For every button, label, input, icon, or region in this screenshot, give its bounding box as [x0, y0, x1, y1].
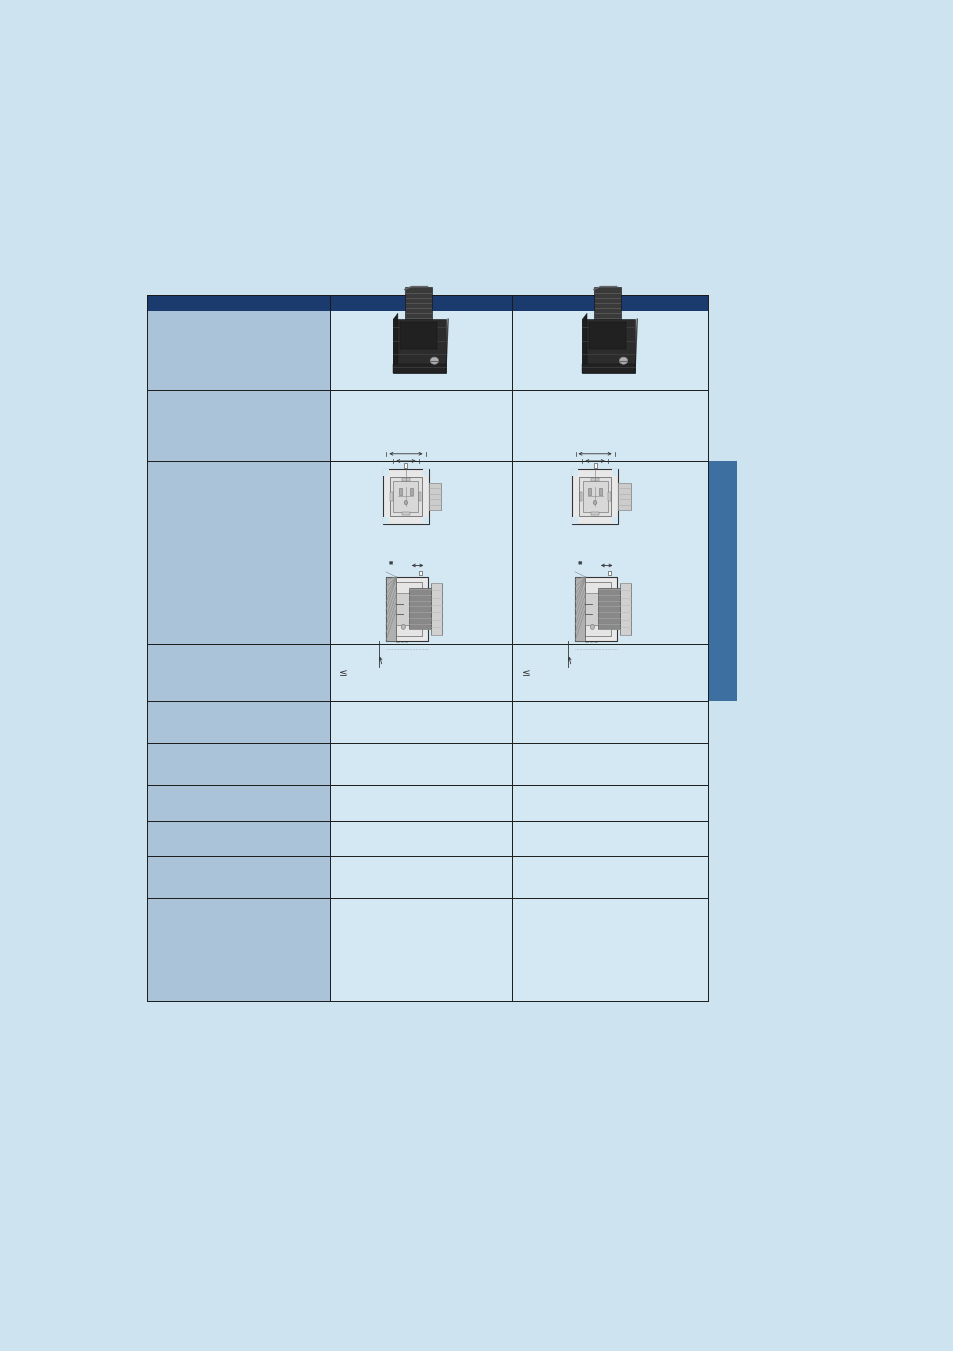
Bar [418, 571, 422, 576]
Bar [402, 512, 409, 515]
Bar [618, 482, 630, 511]
Polygon shape [393, 313, 397, 373]
Bar [147, 461, 329, 644]
Bar [612, 516, 618, 524]
Bar [409, 589, 431, 630]
Bar [598, 589, 619, 630]
Bar [383, 469, 388, 477]
Bar [418, 492, 421, 501]
Bar [707, 461, 737, 701]
Bar [147, 296, 707, 311]
Ellipse shape [401, 624, 405, 630]
Polygon shape [582, 313, 586, 373]
Bar [582, 319, 635, 373]
Bar [399, 322, 436, 349]
Bar [572, 469, 578, 477]
Text: ≤: ≤ [339, 667, 348, 678]
Bar [572, 516, 578, 524]
Bar [612, 469, 618, 477]
Bar [608, 571, 611, 576]
Bar [607, 492, 610, 501]
Bar [578, 477, 611, 516]
Bar [389, 477, 422, 516]
Bar [147, 743, 329, 785]
Bar [385, 577, 427, 640]
Bar [598, 488, 601, 494]
Bar [591, 477, 598, 481]
Bar [393, 319, 445, 373]
Bar [589, 322, 625, 349]
Bar [423, 469, 428, 477]
Bar [593, 463, 596, 467]
Bar [404, 463, 407, 467]
Bar [585, 593, 600, 626]
Bar [402, 477, 409, 481]
Bar [147, 296, 707, 1001]
Bar [575, 577, 617, 640]
Bar [385, 577, 395, 640]
Ellipse shape [593, 500, 597, 505]
Bar [147, 857, 329, 898]
Bar [393, 481, 418, 512]
Bar [147, 296, 329, 390]
Bar [579, 492, 581, 501]
Bar [409, 488, 413, 494]
Ellipse shape [404, 500, 407, 505]
Bar [395, 582, 421, 636]
Bar [619, 584, 630, 635]
Ellipse shape [590, 624, 594, 630]
Bar [395, 593, 412, 626]
Bar [147, 701, 329, 743]
Bar [587, 488, 591, 494]
Bar [147, 390, 329, 461]
Bar [572, 469, 618, 524]
Bar [582, 481, 607, 512]
Bar [585, 582, 611, 636]
Bar [582, 363, 635, 373]
Bar [390, 492, 393, 501]
Bar [591, 512, 598, 515]
Ellipse shape [618, 357, 627, 365]
Bar [428, 482, 441, 511]
Bar [147, 644, 329, 701]
Bar [575, 577, 585, 640]
Text: ≤: ≤ [521, 667, 530, 678]
Bar [383, 469, 428, 524]
Ellipse shape [430, 357, 438, 365]
Bar [398, 488, 402, 494]
Bar [383, 516, 388, 524]
Bar [147, 820, 329, 857]
Bar [147, 785, 329, 820]
Bar [147, 898, 329, 1001]
Bar [404, 286, 432, 319]
Bar [431, 584, 441, 635]
Bar [594, 286, 620, 319]
Bar [393, 363, 445, 373]
Bar [423, 516, 428, 524]
